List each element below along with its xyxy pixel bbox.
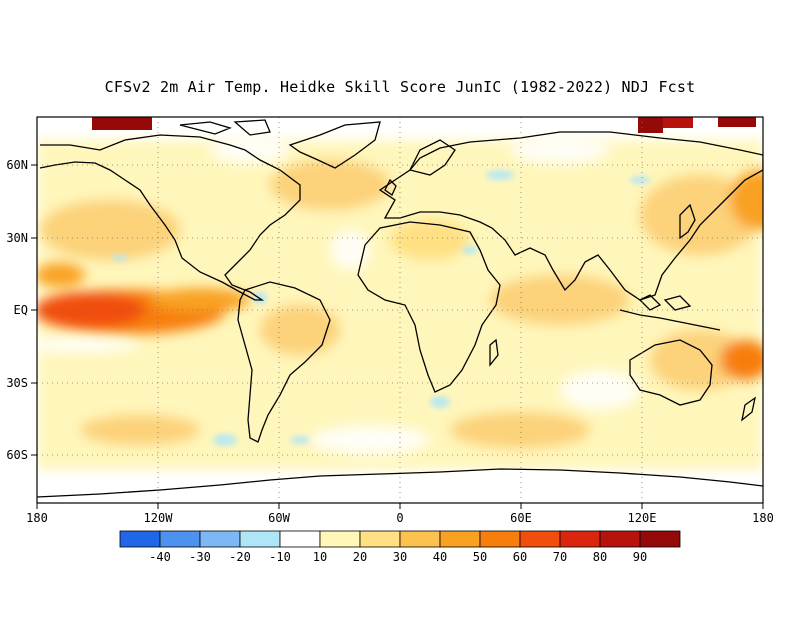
colorbar-swatch [359, 530, 401, 548]
colorbar-swatch [119, 530, 161, 548]
coastlines [37, 119, 763, 498]
colorbar-tick-label: -40 [149, 550, 171, 564]
axis-ticks [31, 164, 764, 509]
lon-label: 120E [628, 511, 657, 525]
colorbar-tick-label: 30 [393, 550, 407, 564]
lat-label: 30N [6, 231, 28, 245]
lat-label: 60N [6, 158, 28, 172]
colorbar-tick-label: 90 [633, 550, 647, 564]
colorbar-swatch [439, 530, 481, 548]
colorbar-swatch [239, 530, 281, 548]
colorbar: -40 -30 -20 -10 10 20 30 40 50 60 70 80 90 [119, 530, 681, 564]
colorbar-tick-label: 40 [433, 550, 447, 564]
lon-label: 0 [396, 511, 403, 525]
colorbar-tick-label: 50 [473, 550, 487, 564]
lon-label: 180 [26, 511, 48, 525]
colorbar-swatch [559, 530, 601, 548]
skill-field [37, 117, 763, 503]
colorbar-tick-label: -30 [189, 550, 211, 564]
lat-label: 60S [6, 448, 28, 462]
colorbar-tick-label: 60 [513, 550, 527, 564]
colorbar-tick-label: -20 [229, 550, 251, 564]
lon-label: 120W [144, 511, 174, 525]
colorbar-swatch [519, 530, 561, 548]
colorbar-swatch [319, 530, 361, 548]
colorbar-swatch [199, 530, 241, 548]
map-title: CFSv2 2m Air Temp. Heidke Skill Score Ju… [104, 78, 696, 96]
colorbar-tick-label: -10 [269, 550, 291, 564]
colorbar-swatch [279, 530, 321, 548]
lon-label: 60W [268, 511, 290, 525]
gridlines [37, 117, 763, 503]
lat-label: 30S [6, 376, 28, 390]
colorbar-tick-label: 70 [553, 550, 567, 564]
lon-label: 180 [752, 511, 774, 525]
colorbar-swatch [399, 530, 441, 548]
colorbar-swatch [599, 530, 641, 548]
lat-label: EQ [14, 303, 28, 317]
colorbar-tick-label: 10 [313, 550, 327, 564]
colorbar-tick-label: 80 [593, 550, 607, 564]
colorbar-swatch [479, 530, 521, 548]
colorbar-tick-label: 20 [353, 550, 367, 564]
colorbar-swatch [639, 530, 681, 548]
colorbar-swatch [159, 530, 201, 548]
lon-label: 60E [510, 511, 532, 525]
